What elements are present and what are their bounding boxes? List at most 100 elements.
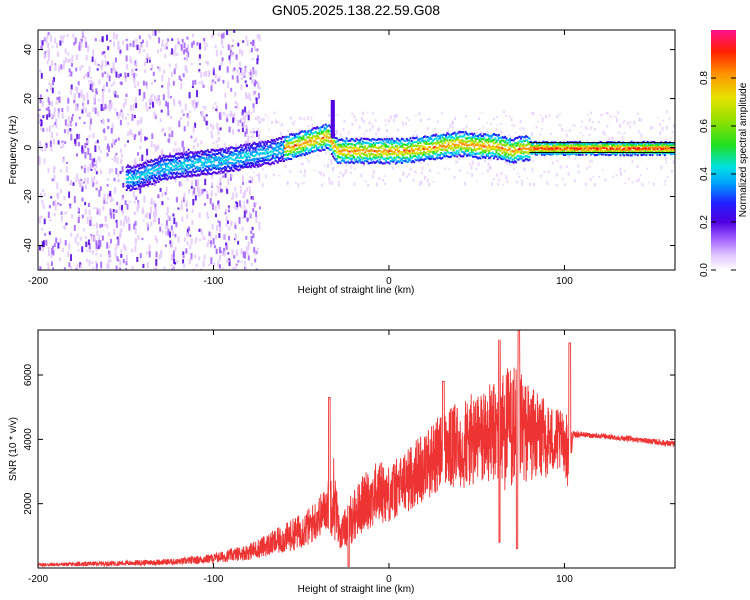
- spectrogram-ridge-cell: [249, 145, 252, 147]
- spectrogram-noise-cell: [133, 114, 136, 119]
- spectrogram-ridge-cell: [321, 145, 324, 148]
- spectrogram-noise-cell: [89, 216, 92, 224]
- spectrogram-ridge-cell: [156, 164, 159, 167]
- spectrogram-ridge-cell: [330, 148, 333, 151]
- spectrogram-noise-cell: [245, 84, 248, 88]
- spectrogram-ridge-cell: [128, 172, 131, 174]
- spectrogram-ridge-cell: [431, 140, 434, 143]
- spectrogram-noise-cell: [170, 263, 173, 267]
- spectrogram-ridge-cell: [479, 140, 482, 142]
- spectrogram-noise-cell: [88, 79, 91, 83]
- spectrogram-ridge-cell: [437, 146, 440, 149]
- spectrogram-ridge-cell: [518, 135, 521, 138]
- spectrogram-ridge-cell: [355, 137, 358, 140]
- spectrogram-ridge-cell: [270, 138, 273, 141]
- spectrogram-ridge-cell: [544, 148, 547, 150]
- spectrogram-noise-cell: [592, 176, 595, 178]
- spectrogram-noise-cell: [100, 65, 103, 71]
- spectrogram-ridge-cell: [236, 146, 239, 149]
- spectrogram-ridge-cell: [459, 135, 462, 138]
- spectrogram-noise-cell: [183, 237, 186, 242]
- spectrogram-noise-cell: [74, 236, 77, 244]
- spectrogram-ridge-cell: [523, 140, 526, 142]
- spectrogram-ridge-cell: [184, 157, 187, 160]
- spectrogram-ridge-cell: [462, 135, 465, 138]
- spectrogram-ridge-cell: [517, 136, 520, 139]
- spectrogram-ridge-cell: [340, 146, 343, 149]
- spectrogram-ridge-cell: [381, 151, 384, 154]
- spectrogram-noise-cell: [86, 258, 89, 263]
- spectrogram-noise-cell: [384, 148, 387, 153]
- spectrogram-noise-cell: [158, 66, 161, 70]
- spectrogram-ridge-cell: [510, 156, 513, 159]
- spectrogram-ridge-cell: [306, 143, 309, 146]
- spectrogram-noise-cell: [186, 176, 189, 182]
- spectrogram-ridge-cell: [286, 150, 289, 152]
- spectrogram-ridge-cell: [593, 154, 596, 157]
- spectrogram-noise-cell: [256, 115, 259, 118]
- spectrogram-ridge-cell: [391, 157, 394, 160]
- spectrogram-noise-cell: [249, 98, 252, 101]
- spectrogram-noise-cell: [83, 94, 86, 102]
- spectrogram-ridge-cell: [552, 148, 554, 151]
- spectrogram-ridge-cell: [339, 143, 342, 146]
- spectrogram-ridge-cell: [251, 146, 253, 149]
- spectrogram-ridge-cell: [413, 145, 416, 148]
- spectrogram-noise-cell: [190, 63, 193, 65]
- spectrogram-noise-cell: [202, 235, 205, 241]
- spectrogram-ridge-cell: [583, 143, 586, 146]
- spectrogram-ridge-cell: [383, 162, 386, 165]
- spectrogram-noise-cell: [149, 161, 152, 166]
- spectrogram-noise-cell: [623, 131, 626, 134]
- spectrogram-ridge-cell: [326, 125, 328, 128]
- spectrogram-noise-cell: [299, 117, 302, 120]
- spectrogram-noise-cell: [160, 223, 163, 226]
- spectrogram-noise-cell: [482, 126, 485, 128]
- spectrogram-ridge-cell: [221, 167, 224, 170]
- spectrogram-ridge-cell: [249, 161, 252, 164]
- spectrogram-noise-cell: [672, 124, 675, 128]
- spectrogram-noise-cell: [249, 49, 252, 53]
- spectrogram-noise-cell: [66, 105, 69, 112]
- spectrogram-noise-cell: [245, 82, 247, 86]
- spectrogram-noise-cell: [135, 63, 138, 68]
- spectrogram-noise-cell: [279, 131, 282, 136]
- spectrogram-ridge-cell: [392, 151, 395, 154]
- spectrogram-noise-cell: [103, 51, 106, 54]
- spectrogram-noise-cell: [191, 220, 194, 226]
- spectrogram-ridge-cell: [399, 141, 402, 144]
- spectrogram-noise-cell: [593, 127, 596, 131]
- spectrogram-ridge-cell: [554, 148, 557, 151]
- spectrogram-ridge-cell: [586, 143, 589, 145]
- spectrogram-ridge-cell: [306, 131, 309, 134]
- spectrogram-ridge-cell: [308, 148, 311, 151]
- spectrogram-ridge-cell: [512, 146, 515, 149]
- spectrogram-noise-cell: [185, 47, 188, 53]
- spectrogram-noise-cell: [440, 112, 443, 115]
- spectrogram-noise-cell: [164, 53, 167, 58]
- spectrogram-ridge-cell: [402, 146, 405, 149]
- spectrogram-noise-cell: [189, 110, 192, 114]
- spectrogram-noise-cell: [487, 162, 490, 166]
- spectrogram-ridge-cell: [359, 160, 362, 163]
- spectrogram-ridge-cell: [294, 134, 296, 137]
- spectrogram-noise-cell: [233, 116, 236, 122]
- spectrogram-ridge-cell: [174, 167, 177, 170]
- spectrogram-noise-cell: [300, 135, 303, 137]
- spectrogram-noise-cell: [90, 83, 93, 89]
- spectrogram-ridge-cell: [472, 143, 475, 145]
- spectrogram-ridge-cell: [263, 161, 266, 164]
- spectrogram-ridge-cell: [127, 181, 129, 184]
- spectrogram-noise-cell: [174, 233, 177, 238]
- spectrogram-ridge-cell: [386, 149, 389, 152]
- spectrogram-noise-cell: [41, 149, 44, 152]
- spectrogram-noise-cell: [121, 166, 124, 173]
- spectrogram-ridge-cell: [414, 158, 417, 161]
- spectrogram-ridge-cell: [182, 156, 185, 158]
- spectrogram-ridge-cell: [553, 144, 556, 147]
- spectrogram-noise-cell: [393, 114, 396, 118]
- spectrogram-ridge-cell: [247, 144, 250, 147]
- spectrogram-ridge-cell: [247, 162, 250, 165]
- spectrogram-ridge-cell: [537, 148, 540, 151]
- spectrogram-ridge-cell: [302, 130, 305, 133]
